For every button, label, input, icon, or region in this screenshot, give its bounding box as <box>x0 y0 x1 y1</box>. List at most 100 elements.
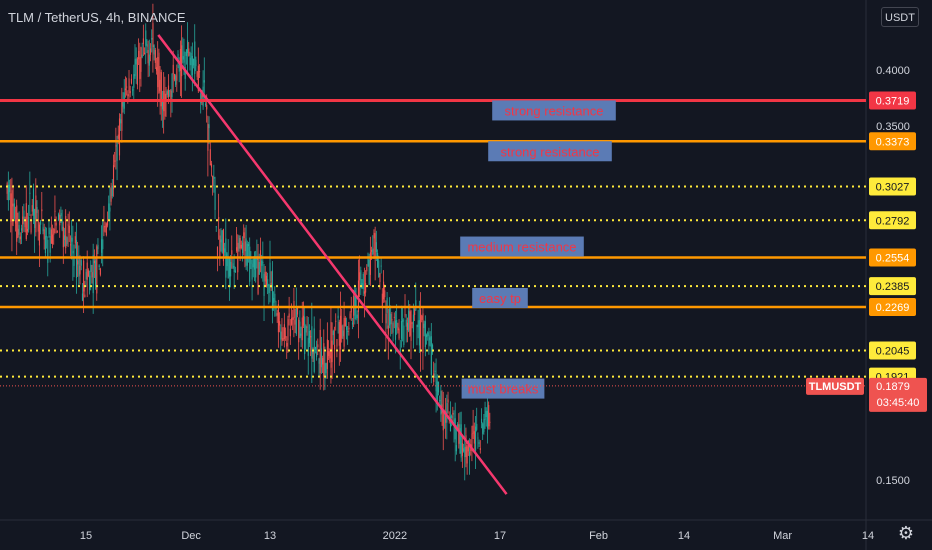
candle-body <box>242 242 244 254</box>
candle-body <box>190 52 192 66</box>
candle-body <box>478 442 480 444</box>
candle-body <box>337 315 339 319</box>
candle-body <box>234 270 236 273</box>
candle-body <box>139 57 141 79</box>
candle-body <box>378 260 380 278</box>
candle-body <box>239 237 241 249</box>
candle-body <box>135 58 137 65</box>
candle-body <box>69 244 72 246</box>
candle-body <box>282 337 284 341</box>
candle-body <box>319 329 321 374</box>
candle-body <box>140 47 142 72</box>
x-tick-label: 13 <box>264 530 276 542</box>
candle-body <box>19 236 21 240</box>
candle-body <box>9 184 11 193</box>
candle-body <box>263 273 265 296</box>
candle-body <box>345 326 348 330</box>
candle-body <box>265 275 268 287</box>
annotation-box[interactable] <box>460 236 584 257</box>
annotation-text: strong resistance <box>505 103 604 118</box>
candle-body <box>440 391 442 415</box>
annotation-box[interactable] <box>488 141 612 162</box>
candle-body <box>436 381 438 402</box>
candle-body <box>423 323 425 329</box>
candle-body <box>31 205 33 212</box>
candle-body <box>397 327 399 331</box>
candle-body <box>52 234 54 245</box>
trendline[interactable] <box>157 34 508 495</box>
candle-body <box>238 235 240 249</box>
candle-body <box>288 313 290 318</box>
candle-body <box>269 262 271 282</box>
candle-body <box>207 123 209 151</box>
candle-body <box>292 317 294 320</box>
gear-icon[interactable]: ⚙ <box>897 523 915 543</box>
candle-body <box>455 445 457 452</box>
candle-body <box>84 294 86 298</box>
candle-body <box>60 212 62 217</box>
candle-body <box>482 423 484 434</box>
candle-body <box>400 321 403 339</box>
annotation-box[interactable] <box>492 100 616 121</box>
current-price-label-bg <box>869 377 927 412</box>
candle-body <box>232 263 234 268</box>
candle-body <box>173 73 176 80</box>
candle-body <box>148 54 150 66</box>
candle-body <box>377 253 379 268</box>
candle-body <box>167 85 170 98</box>
candle-body <box>178 64 180 72</box>
candle-body <box>56 231 58 233</box>
candle-body <box>141 54 143 58</box>
candle-body <box>402 319 404 322</box>
candle-body <box>108 203 110 220</box>
symbol-tag: TLMUSDT <box>809 381 862 393</box>
currency-button[interactable]: USDT <box>881 7 919 27</box>
candle-body <box>158 52 160 93</box>
candle-body <box>46 236 48 238</box>
x-tick-label: 17 <box>494 530 506 542</box>
candle-body <box>34 208 36 229</box>
candle-body <box>349 313 351 319</box>
annotation-box[interactable] <box>472 287 528 308</box>
candle-body <box>391 318 393 321</box>
candle-body <box>152 23 154 48</box>
level-price-label-bg <box>869 132 916 151</box>
candle-body <box>120 119 122 124</box>
candle-body <box>458 424 460 444</box>
candle-body <box>188 48 190 56</box>
candle-body <box>342 330 344 337</box>
candle-body <box>184 66 186 79</box>
candle-body <box>171 73 173 97</box>
candle-body <box>351 322 354 325</box>
candle-body <box>258 261 260 275</box>
candle-body <box>170 90 172 102</box>
candle-body <box>457 424 459 431</box>
level-price-label: 0.3373 <box>876 136 910 148</box>
candle-body <box>118 118 121 156</box>
candle-body <box>36 206 38 213</box>
candle-body <box>373 232 375 239</box>
candle-body <box>406 322 409 331</box>
candle-body <box>348 327 350 330</box>
candle-body <box>372 248 374 255</box>
candle-body <box>273 297 275 303</box>
candle-body <box>210 163 213 168</box>
level-price-label: 0.2269 <box>876 302 910 314</box>
candle-body <box>473 431 475 444</box>
candle-body <box>161 100 164 110</box>
candle-body <box>62 226 64 248</box>
candle-body <box>477 437 479 439</box>
candle-body <box>480 418 483 423</box>
candle-body <box>63 235 66 240</box>
candle-body <box>383 281 385 300</box>
candle-body <box>220 239 222 243</box>
annotation-box[interactable] <box>461 378 545 399</box>
candle-body <box>466 446 468 464</box>
candle-body <box>175 75 177 85</box>
candle-body <box>262 261 264 264</box>
candle-body <box>224 248 226 253</box>
candle-body <box>312 351 314 354</box>
candle-body <box>393 316 395 318</box>
